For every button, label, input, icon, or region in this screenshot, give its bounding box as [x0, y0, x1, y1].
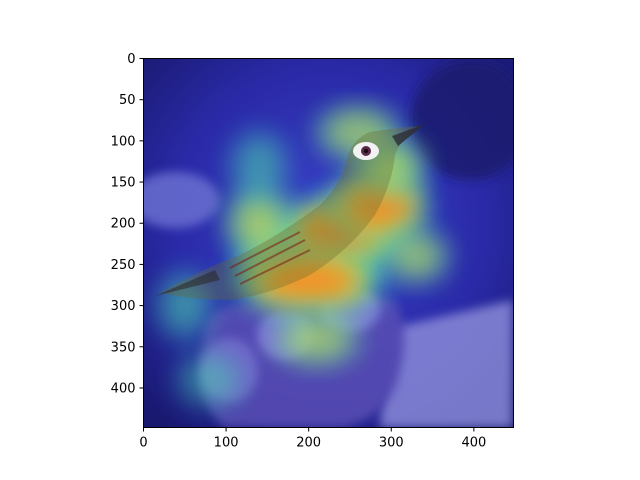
- y-tick-label: 350: [111, 340, 136, 355]
- y-tick-label: 300: [111, 299, 136, 314]
- x-tick-label: 300: [379, 436, 404, 451]
- y-tick-label: 150: [111, 176, 136, 191]
- y-axis: 0 50 100 150 200 250 300 350 400: [111, 52, 144, 396]
- x-axis: 0 100 200 300 400: [139, 427, 486, 451]
- y-tick-label: 400: [111, 381, 136, 396]
- plot-area: [143, 58, 514, 428]
- y-tick-label: 200: [111, 217, 136, 232]
- heat-blob: [234, 195, 284, 251]
- x-tick-label: 100: [214, 436, 239, 451]
- heat-blob: [345, 182, 412, 231]
- background-foliage-shape: [410, 60, 514, 180]
- background-rock-shape: [143, 172, 220, 228]
- heat-blob: [323, 112, 393, 153]
- x-tick-label: 400: [461, 436, 486, 451]
- bird-wing-stripes: [229, 231, 311, 285]
- y-tick-label: 100: [111, 134, 136, 149]
- bird-beak-shape: [392, 124, 425, 146]
- y-tick-label: 50: [119, 93, 136, 108]
- heat-blob: [282, 318, 352, 359]
- heat-blob: [390, 236, 442, 277]
- x-tick-label: 200: [296, 436, 321, 451]
- sleeve-shape: [380, 300, 513, 428]
- heat-blob: [181, 357, 238, 403]
- bird-layer: [155, 124, 425, 300]
- y-tick-label: 0: [127, 52, 135, 67]
- bird-eye-pupil: [363, 148, 369, 154]
- bird-tail-shape: [155, 270, 220, 296]
- y-tick-label: 250: [111, 258, 136, 273]
- heat-blob: [235, 135, 284, 196]
- heat-layer: [158, 108, 448, 405]
- x-tick-label: 0: [139, 436, 147, 451]
- heat-blob: [258, 261, 360, 300]
- bird-body-shape: [160, 126, 420, 300]
- heat-blob: [365, 146, 417, 185]
- axes-frame: [143, 58, 514, 428]
